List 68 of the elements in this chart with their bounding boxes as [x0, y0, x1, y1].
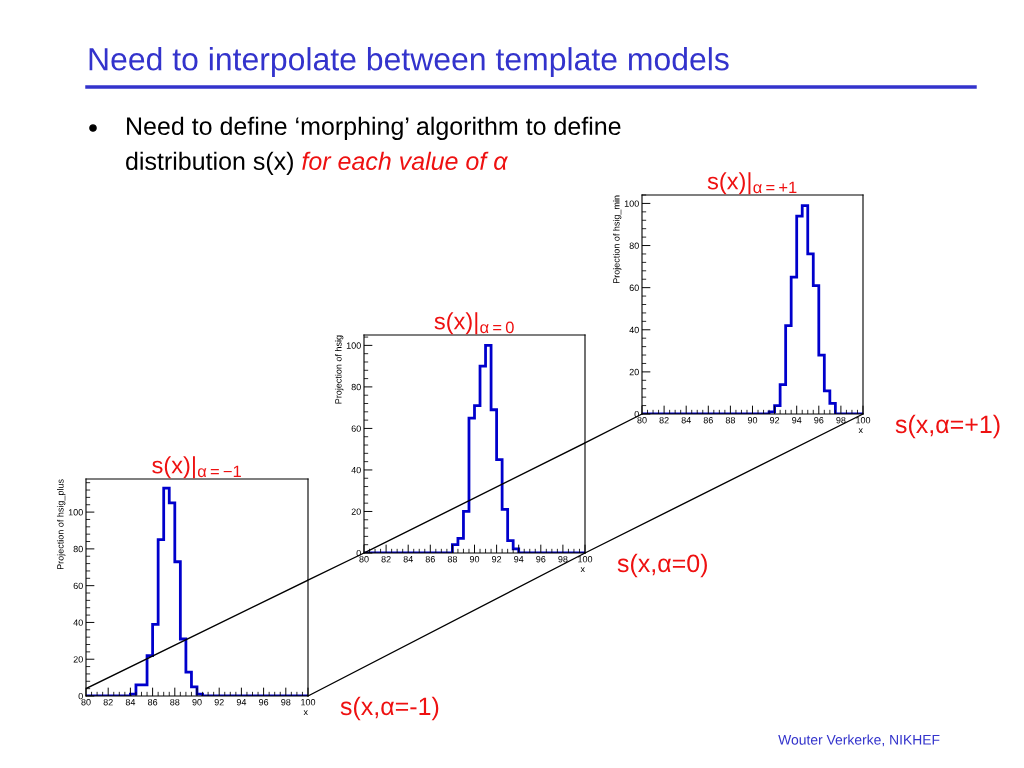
x-tick-label: 100: [578, 556, 593, 563]
x-tick-label: 96: [536, 556, 546, 563]
text: s(x,α=+1): [895, 414, 1000, 439]
y-axis-title: Projection of hsig_plus: [56, 479, 66, 570]
x-tick-label: 100: [856, 417, 871, 424]
x-tick-label: 82: [381, 556, 391, 563]
x-tick-label: 96: [814, 417, 824, 424]
y-axis-title: Projection of hsig: [334, 335, 344, 404]
x-tick-label: 86: [147, 699, 158, 706]
y-tick-label: 40: [629, 326, 639, 334]
x-tick-label: 88: [170, 699, 180, 706]
x-tick-label: 90: [469, 556, 480, 563]
x-tick-label: 94: [236, 699, 247, 706]
text: Need to interpolate between template models: [89, 47, 729, 77]
x-tick-label: 92: [492, 556, 502, 563]
x-tick-label: 80: [359, 556, 369, 563]
text: Need to define ‘morphing’ algorithm to define: [127, 116, 621, 140]
x-axis-title: x: [858, 428, 863, 434]
y-tick-label: 40: [73, 619, 83, 626]
x-tick-label: 84: [681, 417, 691, 424]
y-tick-label: 0: [634, 410, 639, 418]
chart-title: s(x)|$_{α=+1}$: [707, 172, 797, 195]
x-tick-label: 98: [836, 417, 846, 424]
y-tick-label: 80: [351, 383, 361, 391]
text: for each value of α: [302, 151, 509, 171]
y-tick-label: 60: [629, 284, 639, 292]
x-tick-label: 100: [301, 699, 316, 706]
text: distribution s(x): [126, 151, 293, 175]
y-tick-label: 40: [351, 466, 361, 474]
y-tick-label: 80: [73, 545, 83, 553]
y-tick-label: 0: [356, 549, 361, 557]
x-tick-label: 94: [792, 417, 802, 424]
x-axis-title: x: [580, 567, 585, 573]
x-tick-label: 88: [447, 556, 458, 563]
x-tick-label: 90: [747, 417, 758, 424]
x-tick-label: 88: [725, 417, 736, 424]
y-tick-label: 100: [624, 200, 639, 207]
x-tick-label: 82: [659, 417, 669, 424]
x-tick-label: 80: [81, 699, 91, 706]
text: Wouter Verkerke, NIKHEF: [778, 734, 940, 747]
y-tick-label: 20: [629, 368, 639, 376]
x-tick-label: 96: [259, 699, 269, 706]
x-tick-label: 86: [703, 417, 713, 424]
x-tick-label: 90: [192, 699, 202, 706]
x-tick-label: 98: [558, 556, 568, 563]
chart-title: s(x)|$_{α=0}$: [434, 312, 514, 335]
y-tick-label: 20: [351, 508, 361, 515]
x-tick-label: 80: [637, 417, 647, 424]
text: s(x,α=0): [617, 553, 707, 578]
x-tick-label: 92: [214, 699, 224, 706]
chart-title: s(x)|$_{α=−1}$: [152, 456, 241, 479]
y-tick-label: 60: [351, 425, 361, 432]
text: s(x,α=-1): [340, 696, 439, 721]
y-tick-label: 60: [73, 582, 83, 590]
y-tick-label: 100: [68, 509, 83, 516]
x-tick-label: 98: [281, 699, 291, 706]
y-tick-label: 20: [73, 656, 83, 663]
x-tick-label: 94: [514, 556, 524, 563]
y-axis-title: Projection of hsig_min: [612, 195, 622, 284]
y-tick-label: 100: [346, 342, 361, 349]
x-tick-label: 86: [425, 556, 435, 563]
x-tick-label: 84: [403, 556, 413, 563]
x-tick-label: 82: [103, 699, 113, 706]
x-tick-label: 92: [770, 417, 780, 424]
x-tick-label: 84: [125, 699, 136, 706]
y-tick-label: 0: [78, 692, 83, 700]
y-tick-label: 80: [629, 242, 639, 249]
x-axis-title: x: [303, 710, 308, 716]
